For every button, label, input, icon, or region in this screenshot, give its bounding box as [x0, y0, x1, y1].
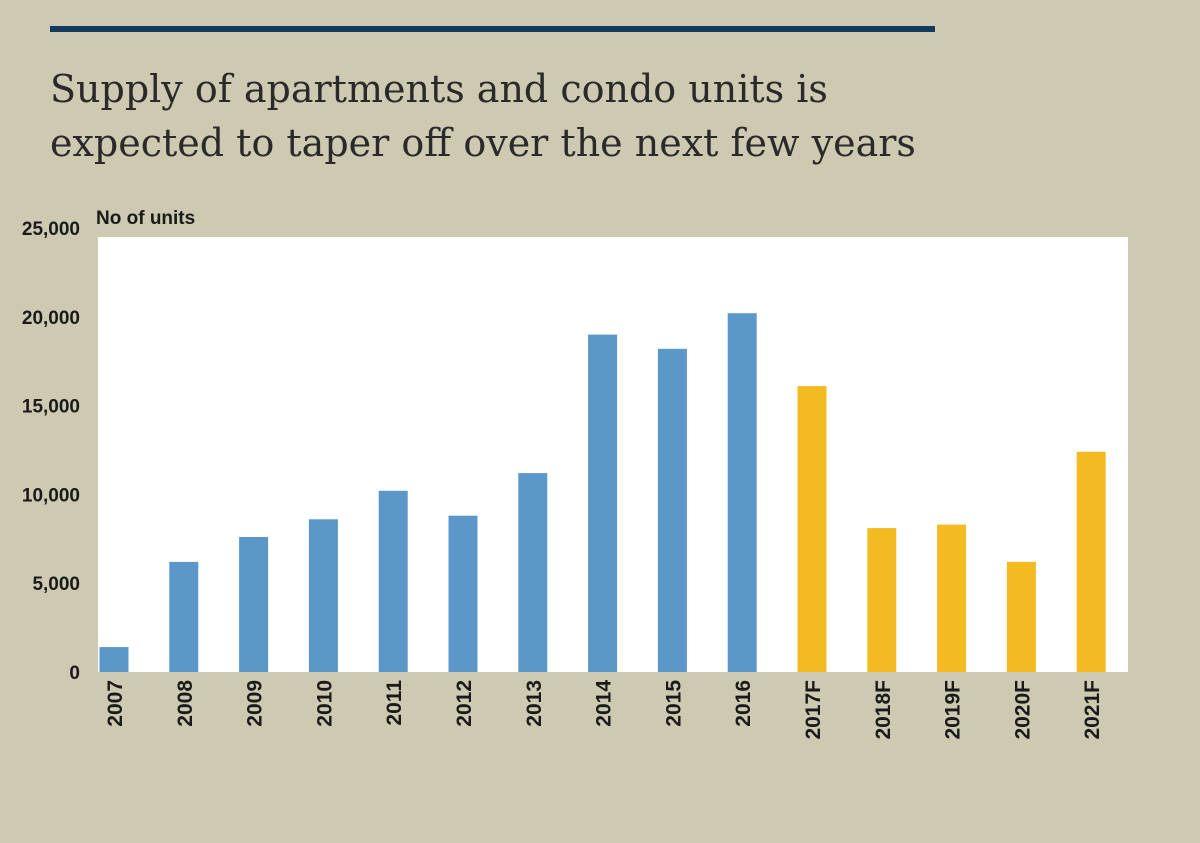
bar [518, 473, 548, 672]
y-tick-label: 20,000 [22, 308, 80, 329]
x-tick-label: 2011 [383, 680, 406, 726]
bar [1006, 561, 1036, 672]
bar [727, 313, 757, 672]
top-rule [50, 26, 935, 32]
x-tick-label: 2008 [174, 680, 197, 727]
chart-title: Supply of apartments and condo units is … [50, 62, 1150, 170]
x-axis-ticks: 2007 2008 2009 2010 2011 2012 2013 2014 2015 2016… [104, 680, 1104, 740]
x-tick-label: 2019F [942, 680, 965, 740]
bar [99, 647, 129, 672]
y-tick-label: 15,000 [22, 397, 80, 418]
y-axis-ticks: 0 5,000 10,000 15,000 20,000 25,000 [22, 219, 80, 684]
bar [1076, 451, 1106, 672]
bar [797, 386, 827, 672]
bar [448, 515, 478, 672]
x-tick-label: 2018F [872, 680, 895, 740]
chart-title-line-1: Supply of apartments and condo units is [50, 67, 828, 111]
y-tick-label: 0 [69, 663, 80, 684]
x-tick-label: 2009 [244, 680, 267, 727]
x-tick-label: 2013 [523, 680, 546, 727]
x-tick-label: 2014 [593, 680, 616, 727]
chart-title-line-2: expected to taper off over the next few … [50, 121, 916, 165]
x-tick-label: 2020F [1011, 680, 1034, 740]
x-tick-label: 2016 [732, 680, 755, 727]
y-tick-label: 5,000 [32, 574, 80, 595]
bar [378, 490, 408, 672]
x-tick-label: 2012 [453, 680, 476, 727]
bar [169, 561, 199, 672]
x-tick-label: 2017F [802, 680, 825, 740]
bar [657, 348, 687, 672]
x-tick-label: 2015 [662, 680, 685, 727]
bar [588, 334, 618, 672]
x-tick-label: 2010 [313, 680, 336, 727]
bars [99, 313, 1106, 672]
x-tick-label: 2007 [104, 680, 127, 727]
bar [239, 537, 269, 672]
y-axis-label: No of units [96, 208, 195, 229]
bar [937, 524, 967, 672]
y-tick-label: 10,000 [22, 485, 80, 506]
bar [867, 528, 897, 672]
x-tick-label: 2021F [1081, 680, 1104, 740]
bar [308, 519, 338, 672]
y-tick-label: 25,000 [22, 219, 80, 240]
